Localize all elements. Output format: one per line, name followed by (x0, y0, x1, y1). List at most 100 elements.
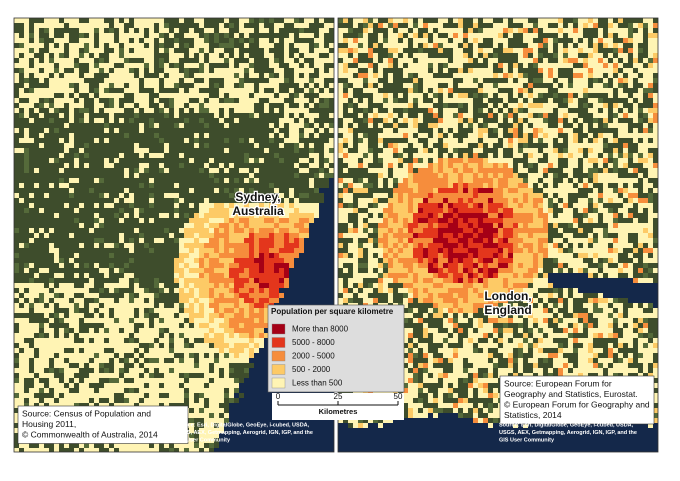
map-cell (249, 163, 254, 168)
map-cell (249, 283, 254, 288)
map-cell (24, 378, 29, 383)
map-cell (64, 128, 69, 133)
map-cell (314, 253, 319, 258)
map-cell (209, 288, 214, 293)
map-cell (114, 328, 119, 333)
map-cell (24, 223, 29, 228)
map-cell (259, 373, 264, 378)
map-cell (329, 158, 334, 163)
map-cell (144, 353, 149, 358)
map-cell (39, 148, 44, 153)
map-cell (299, 58, 304, 63)
map-cell (209, 113, 214, 118)
map-cell (59, 83, 64, 88)
map-cell (309, 233, 314, 238)
map-cell (174, 203, 179, 208)
map-cell (179, 163, 184, 168)
map-cell (84, 118, 89, 123)
map-cell (119, 108, 124, 113)
map-cell (239, 293, 244, 298)
map-cell (209, 128, 214, 133)
map-cell (329, 33, 334, 38)
map-cell (19, 23, 24, 28)
map-cell (14, 378, 19, 383)
map-cell (149, 33, 154, 38)
map-cell (34, 363, 39, 368)
map-cell (79, 278, 84, 283)
map-cell (134, 118, 139, 123)
map-cell (289, 143, 294, 148)
map-cell (59, 393, 64, 398)
map-cell (269, 183, 274, 188)
map-cell (74, 343, 79, 348)
map-cell (204, 203, 209, 208)
map-cell (29, 318, 34, 323)
map-cell (189, 343, 194, 348)
map-cell (239, 193, 244, 198)
map-cell (69, 393, 74, 398)
map-cell (64, 198, 69, 203)
map-cell (169, 178, 174, 183)
map-cell (134, 228, 139, 233)
map-cell (314, 118, 319, 123)
map-cell (264, 288, 269, 293)
map-cell (269, 108, 274, 113)
map-cell (184, 198, 189, 203)
map-cell (74, 153, 79, 158)
map-cell (244, 108, 249, 113)
map-cell (229, 193, 234, 198)
map-cell (284, 223, 289, 228)
map-cell (199, 283, 204, 288)
map-cell (254, 108, 259, 113)
map-cell (179, 233, 184, 238)
map-cell (109, 88, 114, 93)
map-cell (89, 368, 94, 373)
map-cell (274, 233, 279, 238)
map-cell (319, 78, 324, 83)
map-cell (254, 28, 259, 33)
map-cell (84, 378, 89, 383)
map-cell (89, 303, 94, 308)
map-cell (84, 68, 89, 73)
map-cell (144, 313, 149, 318)
map-cell (289, 58, 294, 63)
map-cell (199, 388, 204, 393)
map-cell (29, 213, 34, 218)
map-cell (179, 183, 184, 188)
map-cell (239, 198, 244, 203)
map-cell (239, 68, 244, 73)
map-cell (84, 208, 89, 213)
map-cell (59, 163, 64, 168)
map-cell (254, 358, 259, 363)
map-cell (229, 303, 234, 308)
map-cell (69, 68, 74, 73)
map-cell (84, 228, 89, 233)
map-cell (309, 273, 314, 278)
map-cell (269, 148, 274, 153)
map-cell (154, 213, 159, 218)
map-cell (124, 313, 129, 318)
map-cell (179, 308, 184, 313)
map-cell (249, 348, 254, 353)
map-cell (39, 178, 44, 183)
map-cell (319, 83, 324, 88)
map-cell (249, 108, 254, 113)
map-cell (314, 298, 319, 303)
map-cell (164, 283, 169, 288)
map-cell (259, 103, 264, 108)
map-cell (199, 23, 204, 28)
map-cell (189, 233, 194, 238)
map-cell (19, 233, 24, 238)
map-cell (134, 133, 139, 138)
map-cell (179, 168, 184, 173)
map-cell (184, 233, 189, 238)
map-cell (109, 148, 114, 153)
map-cell (289, 248, 294, 253)
map-cell (64, 88, 69, 93)
map-cell (309, 53, 314, 58)
map-cell (114, 223, 119, 228)
map-cell (194, 403, 199, 408)
map-cell (279, 128, 284, 133)
map-cell (179, 143, 184, 148)
map-cell (269, 83, 274, 88)
